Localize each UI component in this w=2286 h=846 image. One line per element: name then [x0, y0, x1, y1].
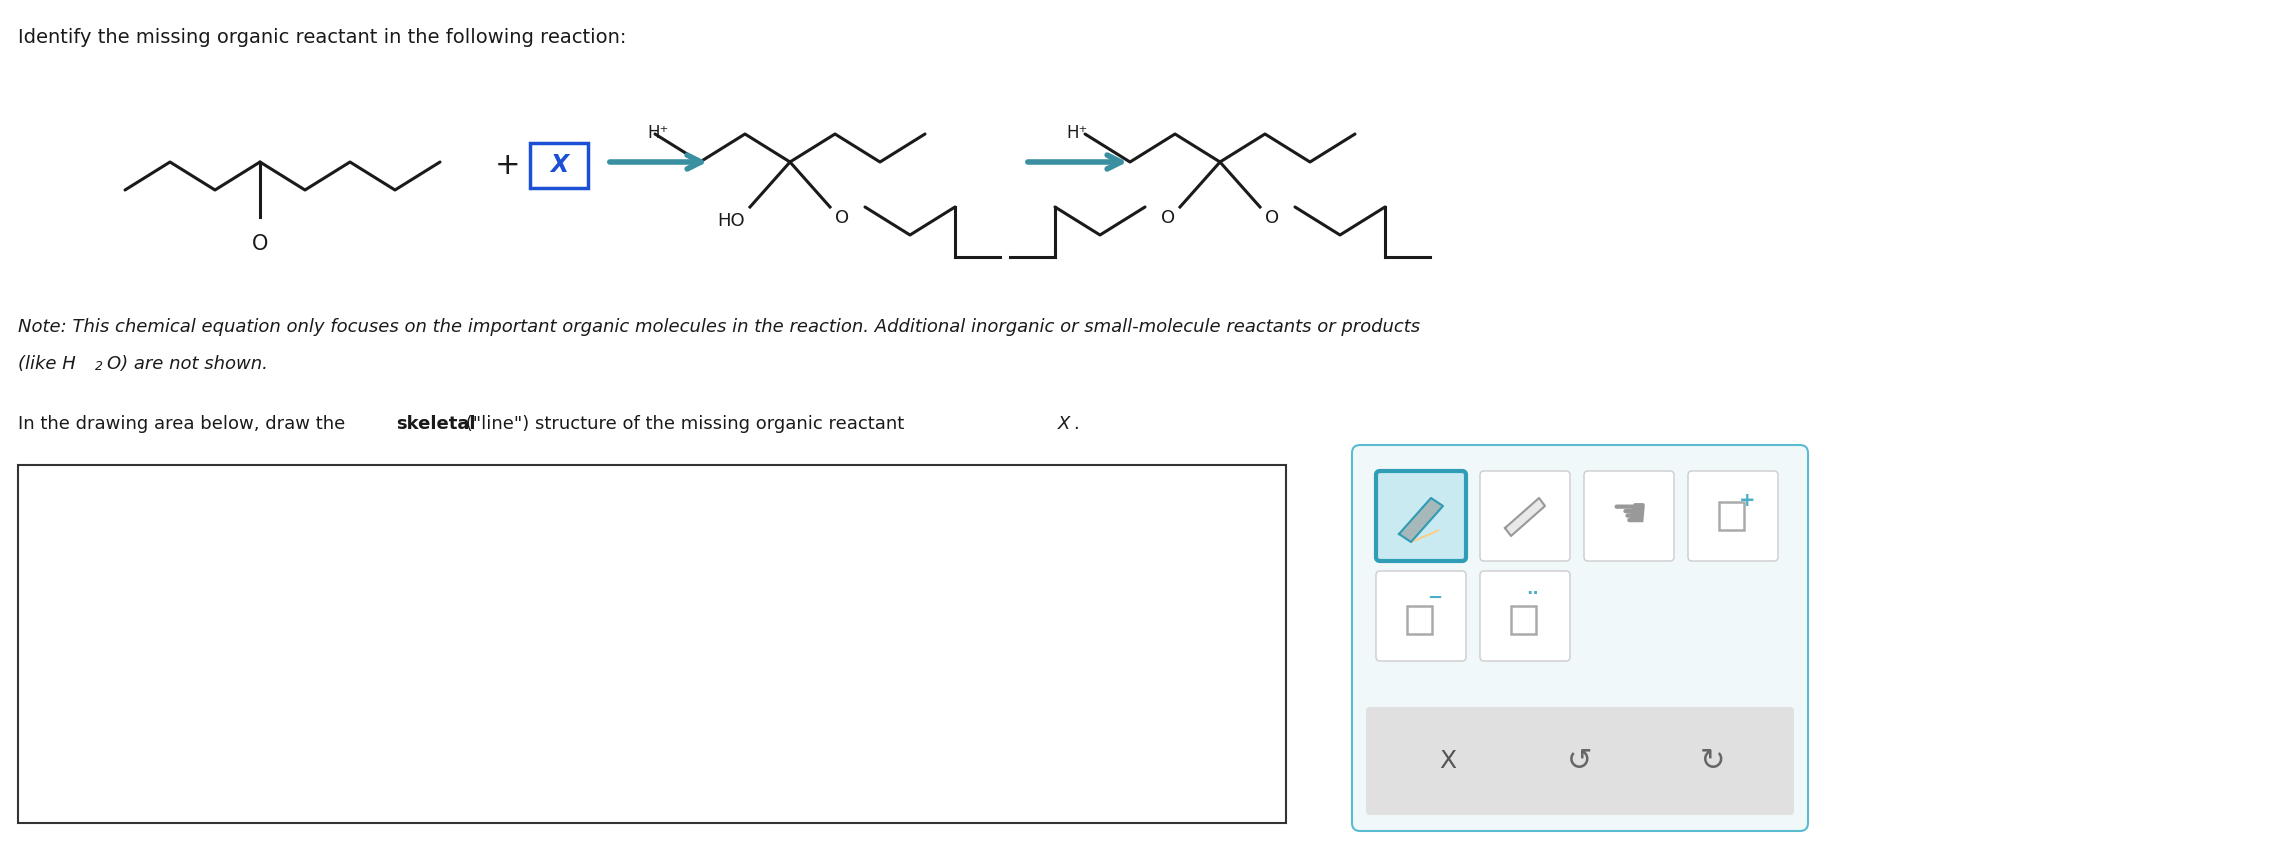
- Text: skeletal: skeletal: [395, 415, 475, 433]
- Text: ("line") structure of the missing organic reactant: ("line") structure of the missing organi…: [459, 415, 910, 433]
- Bar: [1406, 606, 1431, 634]
- Bar: [530, 143, 588, 188]
- Text: Identify the missing organic reactant in the following reaction:: Identify the missing organic reactant in…: [18, 28, 626, 47]
- Bar: [1511, 606, 1536, 634]
- FancyBboxPatch shape: [1479, 571, 1570, 661]
- FancyBboxPatch shape: [1376, 571, 1465, 661]
- FancyBboxPatch shape: [1584, 471, 1673, 561]
- Text: In the drawing area below, draw the: In the drawing area below, draw the: [18, 415, 352, 433]
- Text: H⁺: H⁺: [647, 124, 670, 142]
- Text: X: X: [551, 153, 569, 178]
- FancyBboxPatch shape: [1479, 471, 1570, 561]
- Text: ↺: ↺: [1568, 746, 1593, 776]
- Polygon shape: [1410, 530, 1438, 542]
- Text: X: X: [1058, 415, 1070, 433]
- Text: ☚: ☚: [1609, 495, 1648, 537]
- Bar: [1719, 502, 1744, 530]
- Text: .: .: [1072, 415, 1079, 433]
- Text: (like H: (like H: [18, 355, 75, 373]
- Text: +: +: [1740, 491, 1756, 509]
- Text: O) are not shown.: O) are not shown.: [107, 355, 267, 373]
- Text: O: O: [834, 209, 848, 227]
- Text: X: X: [1440, 749, 1456, 773]
- Text: +: +: [496, 151, 521, 179]
- Text: O: O: [1264, 209, 1280, 227]
- Text: Note: This chemical equation only focuses on the important organic molecules in : Note: This chemical equation only focuse…: [18, 318, 1420, 336]
- Text: HO: HO: [718, 212, 745, 230]
- Bar: [18, 465, 1287, 823]
- Polygon shape: [1504, 498, 1545, 536]
- FancyBboxPatch shape: [1376, 471, 1465, 561]
- FancyBboxPatch shape: [1367, 707, 1795, 815]
- Text: −: −: [1426, 589, 1442, 607]
- FancyBboxPatch shape: [1687, 471, 1779, 561]
- Text: H⁺: H⁺: [1068, 124, 1088, 142]
- Text: 2: 2: [96, 360, 103, 373]
- Text: ↻: ↻: [1698, 746, 1724, 776]
- Text: ··: ··: [1527, 585, 1538, 603]
- FancyBboxPatch shape: [1351, 445, 1808, 831]
- Text: O: O: [251, 234, 267, 254]
- Text: O: O: [1161, 209, 1175, 227]
- Polygon shape: [1399, 498, 1442, 542]
